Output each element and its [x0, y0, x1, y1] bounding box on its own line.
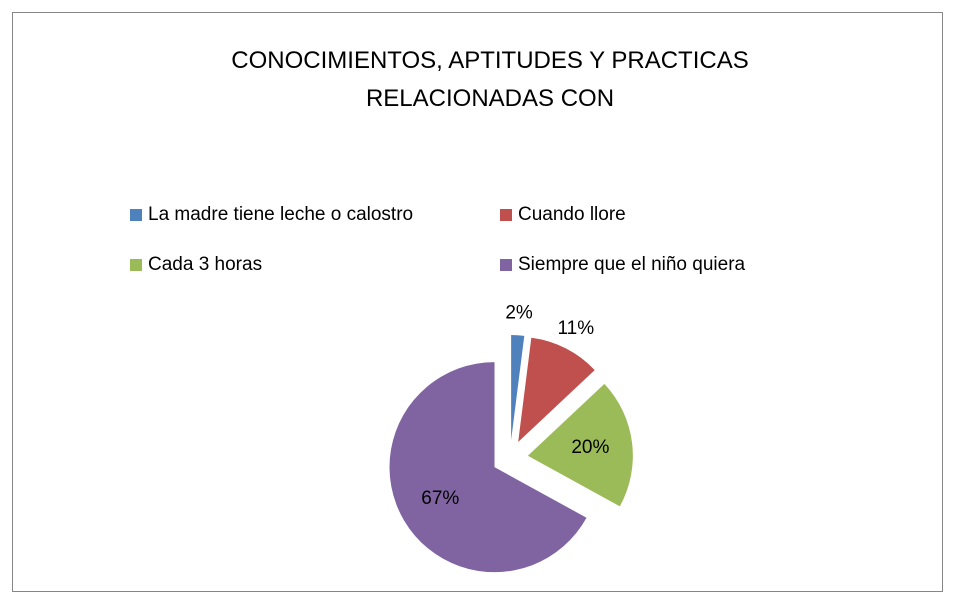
- legend-swatch: [500, 259, 512, 271]
- legend-label: La madre tiene leche o calostro: [148, 204, 413, 225]
- legend-swatch: [130, 209, 142, 221]
- data-label: 11%: [558, 318, 595, 339]
- legend-swatch: [130, 259, 142, 271]
- legend-label: Siempre que el niño quiera: [518, 254, 746, 275]
- pie-slice: [389, 362, 587, 573]
- pie-slice: [518, 337, 595, 442]
- data-label: 20%: [571, 437, 609, 458]
- chart-title: CONOCIMIENTOS, APTITUDES Y PRACTICAS REL…: [231, 47, 749, 112]
- legend-swatch: [500, 209, 512, 221]
- data-label: 2%: [505, 302, 533, 323]
- data-label: 67%: [421, 488, 459, 509]
- legend-label: Cada 3 horas: [148, 254, 262, 275]
- legend-label: Cuando llore: [518, 204, 626, 225]
- pie-slice: [527, 383, 633, 507]
- pie-slice: [511, 335, 525, 441]
